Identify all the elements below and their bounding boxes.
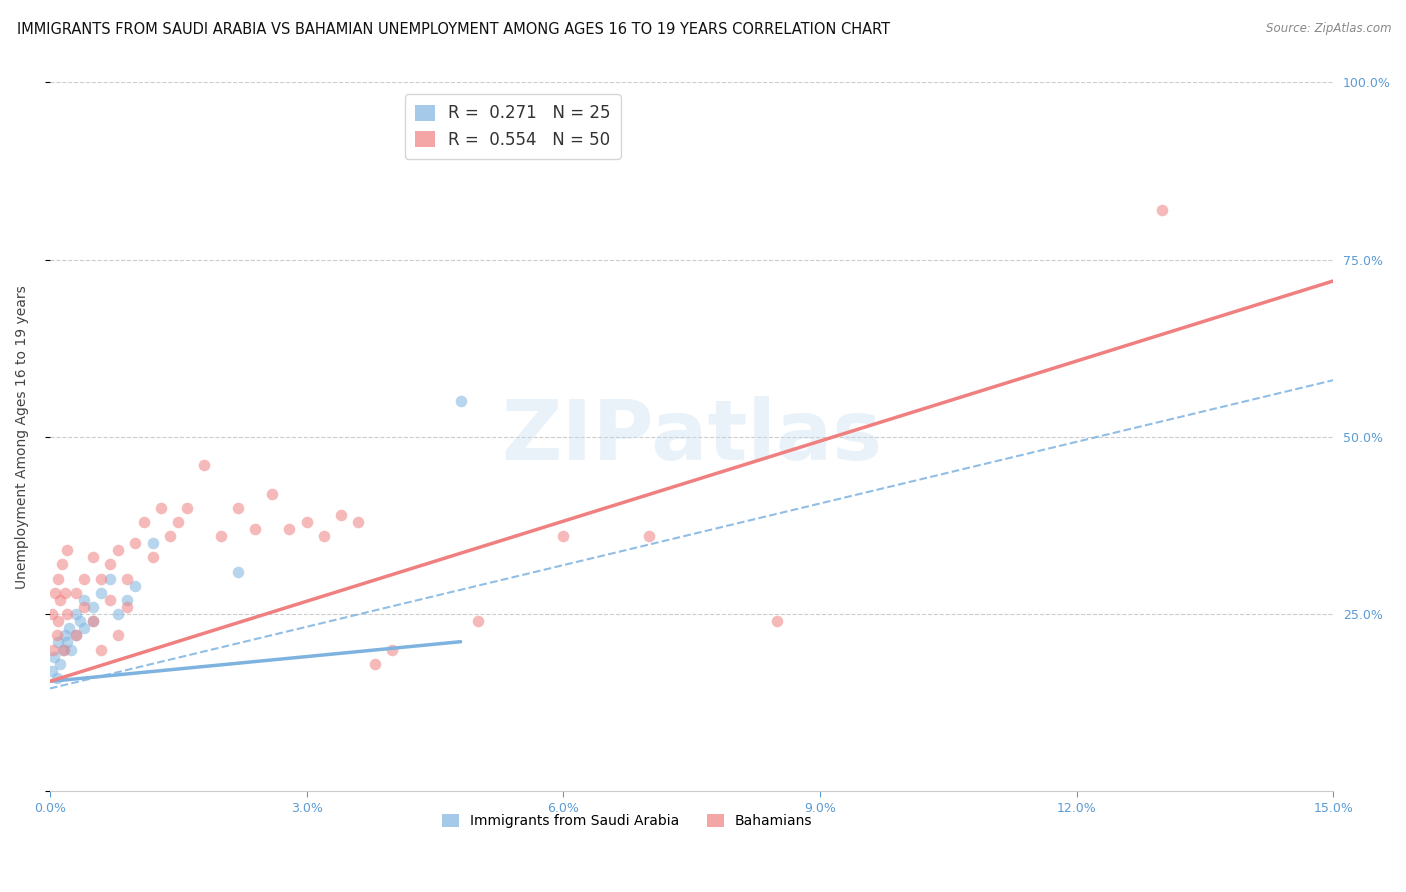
Point [56,607,79,621]
Point [73,599,96,614]
Point [48,614,70,628]
Point [176,500,198,515]
Y-axis label: Unemployment Among Ages 16 to 19 years: Unemployment Among Ages 16 to 19 years [15,285,30,589]
Point [65,628,87,642]
Legend: Immigrants from Saudi Arabia, Bahamians: Immigrants from Saudi Arabia, Bahamians [437,808,818,834]
Point [159,529,181,543]
Point [58,621,80,635]
Point [150,500,173,515]
Point [73,572,96,586]
Point [295,515,318,529]
Point [45,628,67,642]
Point [278,522,301,536]
Point [141,536,163,550]
Point [53,628,76,642]
Point [65,586,87,600]
Point [51,558,73,572]
Point [115,599,138,614]
Point [52,642,75,657]
Point [82,614,104,628]
Point [450,394,472,409]
Point [56,543,79,558]
Text: ZIPatlas: ZIPatlas [501,396,882,477]
Point [132,515,155,529]
Point [56,635,79,649]
Point [42,649,65,664]
Point [42,642,65,657]
Point [766,614,789,628]
Point [141,550,163,565]
Point [124,536,146,550]
Point [209,529,232,543]
Point [41,607,63,621]
Point [69,614,91,628]
Point [193,458,215,473]
Point [82,550,104,565]
Point [60,642,83,657]
Point [167,515,190,529]
Point [82,614,104,628]
Text: IMMIGRANTS FROM SAUDI ARABIA VS BAHAMIAN UNEMPLOYMENT AMONG AGES 16 TO 19 YEARS : IMMIGRANTS FROM SAUDI ARABIA VS BAHAMIAN… [17,22,890,37]
Point [115,572,138,586]
Point [73,621,96,635]
Point [90,572,112,586]
Point [48,635,70,649]
Point [49,593,72,607]
Point [82,599,104,614]
Point [364,657,387,671]
Text: Source: ZipAtlas.com: Source: ZipAtlas.com [1267,22,1392,36]
Point [347,515,370,529]
Point [49,657,72,671]
Point [245,522,267,536]
Point [73,593,96,607]
Point [467,614,489,628]
Point [124,579,146,593]
Point [90,642,112,657]
Point [115,593,138,607]
Point [41,664,63,678]
Point [98,558,121,572]
Point [44,586,66,600]
Point [107,607,129,621]
Point [329,508,352,522]
Point [48,572,70,586]
Point [637,529,659,543]
Point [65,628,87,642]
Point [53,586,76,600]
Point [107,628,129,642]
Point [226,500,249,515]
Point [98,593,121,607]
Point [98,572,121,586]
Point [553,529,575,543]
Point [262,486,284,500]
Point [45,671,67,685]
Point [1152,202,1174,217]
Point [226,565,249,579]
Point [312,529,335,543]
Point [90,586,112,600]
Point [381,642,404,657]
Point [65,607,87,621]
Point [107,543,129,558]
Point [52,642,75,657]
